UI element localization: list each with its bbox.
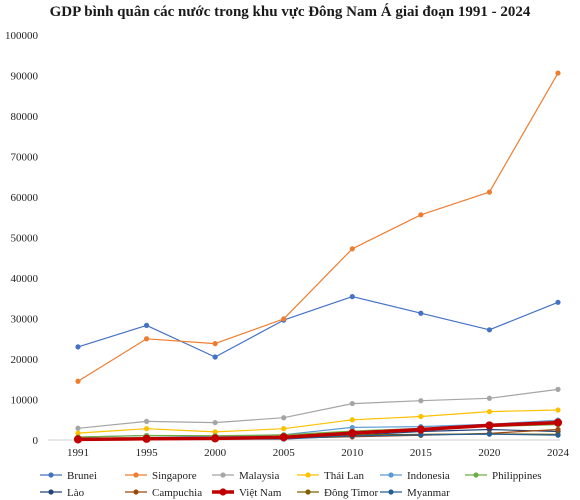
legend-item-marker — [48, 489, 54, 495]
y-tick-label: 40000 — [11, 273, 39, 285]
series-3-point — [418, 413, 424, 420]
y-tick-label: 0 — [33, 435, 39, 447]
legend-item-marker — [133, 489, 139, 495]
series-2-point — [349, 400, 355, 407]
series-2-point — [212, 419, 218, 426]
y-tick-label: 50000 — [11, 233, 39, 245]
series-3-point — [143, 426, 150, 432]
legend-item-label: Singapore — [152, 470, 197, 482]
legend-item-marker — [388, 489, 394, 495]
y-tick-label: 60000 — [11, 192, 39, 204]
series-2-point — [555, 386, 561, 392]
legend-item-marker — [388, 472, 394, 478]
x-tick-label: 2024 — [547, 447, 570, 459]
legend-item-marker — [133, 472, 139, 478]
series-8-point — [211, 434, 220, 443]
legend-item-label: Indonesia — [407, 470, 450, 482]
legend-item-marker — [473, 472, 479, 478]
series-8-point — [142, 434, 151, 443]
legend-item-marker — [219, 488, 227, 496]
legend-item-marker — [48, 472, 54, 478]
series-0-point — [349, 294, 355, 300]
series-4-point — [349, 424, 355, 431]
x-tick-label: 1991 — [67, 447, 89, 459]
x-tick-label: 1995 — [136, 447, 159, 459]
series-8-point — [279, 433, 288, 442]
series-2-point — [281, 415, 287, 421]
x-tick-label: 2005 — [273, 447, 296, 459]
series-2-point — [418, 398, 424, 404]
legend-item-label: Thái Lan — [324, 470, 365, 482]
legend-item-marker — [220, 472, 226, 478]
series-0-point — [418, 310, 424, 316]
y-tick-label: 100000 — [5, 30, 39, 42]
series-8-point — [553, 418, 563, 427]
series-2-line — [77, 388, 559, 429]
series-1-point — [281, 316, 287, 322]
series-8-point — [73, 435, 83, 444]
x-tick-label: 2010 — [341, 447, 364, 459]
y-tick-label: 30000 — [11, 314, 39, 326]
y-tick-label: 80000 — [11, 111, 39, 123]
series-3-line — [77, 409, 559, 434]
legend-item-label: Philippines — [492, 470, 542, 482]
series-8-point — [416, 425, 425, 434]
legend-item-label: Việt Nam — [239, 487, 282, 499]
series-8-point — [348, 429, 357, 438]
series-1-point — [486, 189, 493, 195]
series-2-point — [75, 425, 81, 431]
series-1-point — [418, 212, 424, 218]
y-tick-label: 90000 — [11, 71, 39, 83]
legend-item-label: Brunei — [67, 470, 97, 482]
series-8-point — [485, 421, 494, 430]
legend-item-label: Malaysia — [239, 470, 279, 482]
series-7-point — [555, 426, 561, 433]
series-3-point — [486, 409, 493, 415]
series-1-point — [349, 246, 355, 252]
series-0-point — [486, 327, 493, 333]
legend-item-label: Lào — [67, 487, 85, 499]
legend-item-marker — [305, 489, 311, 495]
x-tick-label: 2000 — [204, 447, 227, 459]
legend-item-label: Myanmar — [407, 487, 450, 499]
y-tick-label: 10000 — [11, 395, 39, 407]
series-0-point — [555, 299, 561, 305]
series-10-point — [418, 432, 424, 438]
series-2-point — [143, 418, 150, 424]
series-3-point — [281, 426, 287, 432]
series-3-point — [75, 430, 81, 436]
series-10-point — [555, 432, 561, 438]
series-3-point — [212, 429, 218, 435]
series-1-line — [77, 72, 559, 382]
series-0-point — [143, 322, 150, 328]
chart-title: GDP bình quân các nước trong khu vực Đôn… — [49, 4, 531, 20]
series-3-point — [555, 407, 561, 413]
series-2-point — [486, 395, 493, 401]
y-tick-label: 20000 — [11, 354, 39, 366]
series-3-point — [349, 417, 355, 423]
series-0-line — [77, 296, 559, 358]
x-tick-label: 2020 — [478, 447, 501, 459]
series-10-point — [486, 431, 493, 437]
series-1-point — [75, 378, 81, 384]
series-0-point — [212, 354, 218, 360]
legend-item-label: Đông Timor — [324, 487, 378, 499]
series-1-point — [143, 336, 150, 342]
series-1-point — [212, 341, 218, 347]
series-8-line — [77, 420, 559, 442]
legend-item-marker — [305, 472, 311, 478]
series-0-point — [75, 344, 81, 350]
series-1-point — [555, 70, 561, 76]
y-tick-label: 70000 — [11, 152, 39, 164]
legend-item-label: Campuchia — [152, 487, 202, 499]
x-tick-label: 2015 — [410, 447, 433, 459]
